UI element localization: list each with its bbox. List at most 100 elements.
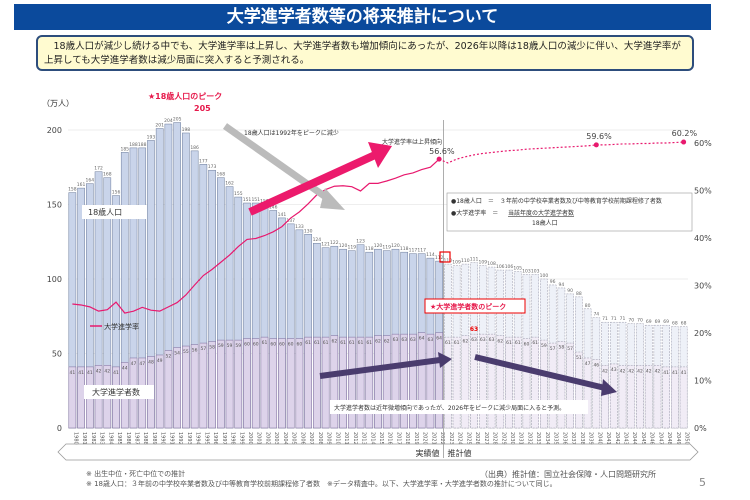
actual-label: 実績値 (415, 448, 439, 458)
students-data-label: 61 (366, 340, 372, 346)
x-tick-label: 1980 (72, 432, 78, 445)
pop-data-label: 117 (409, 248, 418, 254)
pop-data-label: 133 (295, 224, 304, 230)
x-tick-label: 2048 (666, 432, 672, 445)
students-data-label: 63 (489, 337, 495, 343)
rate-label: 56.6% (429, 147, 455, 156)
x-tick-label: 1981 (81, 432, 87, 445)
students-data-label: 61 (358, 340, 364, 346)
x-tick-label: 2034 (544, 432, 550, 445)
students-data-label: 62 (497, 339, 503, 345)
bar-students (513, 336, 522, 429)
x-tick-label: 1995 (203, 432, 209, 445)
x-tick-label: 1991 (168, 432, 174, 445)
students-data-label: 48 (148, 359, 154, 365)
student-decline-text: 大学進学者数は近年微増傾向であったが、2026年をピークに減少局面に入ると予測。 (334, 404, 565, 412)
x-tick-label: 2020 (422, 432, 428, 445)
pop-data-label: 162 (225, 181, 234, 187)
rate-marker (436, 156, 442, 162)
x-tick-label: 2027 (483, 432, 489, 445)
x-tick-label: 1983 (99, 432, 105, 445)
pop-data-label: 110 (461, 258, 470, 264)
x-tick-label: 2036 (561, 432, 567, 445)
student-peak-box (424, 298, 526, 314)
students-data-label: 41 (78, 370, 84, 376)
rate-label: 59.6% (586, 132, 612, 141)
students-data-label: 62 (384, 339, 390, 345)
students-data-label: 60 (270, 342, 276, 348)
bar-students (356, 336, 365, 429)
students-data-label: 51 (576, 355, 582, 361)
bar-students (347, 336, 356, 429)
legend-pop-box (82, 205, 147, 219)
pop-data-label: 164 (86, 178, 95, 184)
y-tick-label: 150 (47, 201, 62, 210)
pop-data-label: 71 (602, 316, 608, 322)
x-tick-label: 2035 (553, 432, 559, 445)
pop-data-label: 151 (243, 197, 252, 203)
x-tick-label: 2002 (264, 432, 270, 445)
student-peak-label: ★大学進学者数のピーク (430, 302, 506, 311)
pop-data-label: 69 (646, 319, 652, 325)
y2-tick-label: 30% (694, 282, 712, 291)
bar-students (217, 339, 225, 429)
pop-data-label: 111 (470, 257, 479, 263)
pop-peak-label: ★18歳人口のピーク (148, 91, 222, 101)
pop-data-label: 156 (112, 190, 121, 196)
y2-tick-label: 40% (694, 234, 712, 243)
pop-data-label: 96 (550, 279, 556, 285)
students-data-label: 61 (515, 340, 521, 346)
students-data-label: 62 (375, 339, 381, 345)
x-tick-label: 2017 (395, 432, 401, 445)
pop-data-label: 177 (199, 158, 208, 164)
timeline-arrow (57, 443, 699, 461)
x-tick-label: 1997 (221, 432, 227, 445)
students-data-label: 41 (681, 370, 687, 376)
rate-marker (681, 139, 687, 145)
students-data-label: 41 (672, 370, 678, 376)
bar-students (583, 357, 592, 429)
pop-data-label: 201 (155, 123, 164, 129)
pop-data-label: 100 (540, 273, 549, 279)
pop-data-label: 119 (348, 245, 357, 251)
pop-data-label: 168 (103, 172, 112, 178)
x-tick-label: 2050 (684, 432, 690, 445)
x-tick-label: 1984 (107, 432, 113, 445)
students-data-label: 42 (620, 368, 626, 374)
bar-students (671, 366, 679, 429)
pop-data-label: 70 (637, 318, 643, 324)
students-data-label: 63 (393, 337, 399, 343)
y-tick-label: 100 (47, 275, 62, 284)
pop-data-label: 71 (620, 316, 626, 322)
students-data-label: 63 (410, 337, 416, 343)
x-tick-label: 1989 (151, 432, 157, 445)
students-data-label: 64 (419, 336, 425, 342)
pop-data-label: 204 (164, 118, 173, 124)
bar-students (234, 339, 243, 429)
bar-students (452, 336, 461, 429)
pop-data-label: 137 (286, 218, 295, 224)
pop-data-label: 122 (330, 240, 339, 246)
pop-data-label: 74 (593, 312, 599, 318)
students-data-label: 41 (663, 370, 669, 376)
definition-rate-numerator: 当該年度の大学進学者数 (508, 209, 574, 217)
definition-rate: ●大学進学率 ＝ (451, 209, 498, 217)
pop-data-label: 119 (382, 245, 391, 251)
summary-box: 18歳人口が減少し続ける中でも、大学進学率は上昇し、大学進学者数も増加傾向にあっ… (36, 35, 694, 71)
students-data-label: 57 (567, 346, 573, 352)
bar-students (321, 336, 330, 429)
pop-data-label: 90 (567, 288, 573, 294)
x-tick-label: 2024 (457, 432, 463, 445)
source-note: （出典）推計値：国立社会保障・人口問題研究所 (480, 470, 656, 479)
pop-data-label: 68 (672, 321, 678, 327)
pop-data-label: 103 (531, 269, 540, 275)
x-tick-label: 1996 (212, 432, 218, 445)
x-tick-label: 2015 (378, 432, 384, 445)
students-data-label: 59 (235, 343, 241, 349)
rate-rise-text: 大学進学率は上昇傾向 (382, 138, 442, 146)
students-data-label: 47 (585, 361, 591, 367)
x-tick-label: 2049 (675, 432, 681, 445)
pop-data-label: 110 (444, 258, 453, 264)
pop-peak-value: 205 (194, 104, 211, 113)
